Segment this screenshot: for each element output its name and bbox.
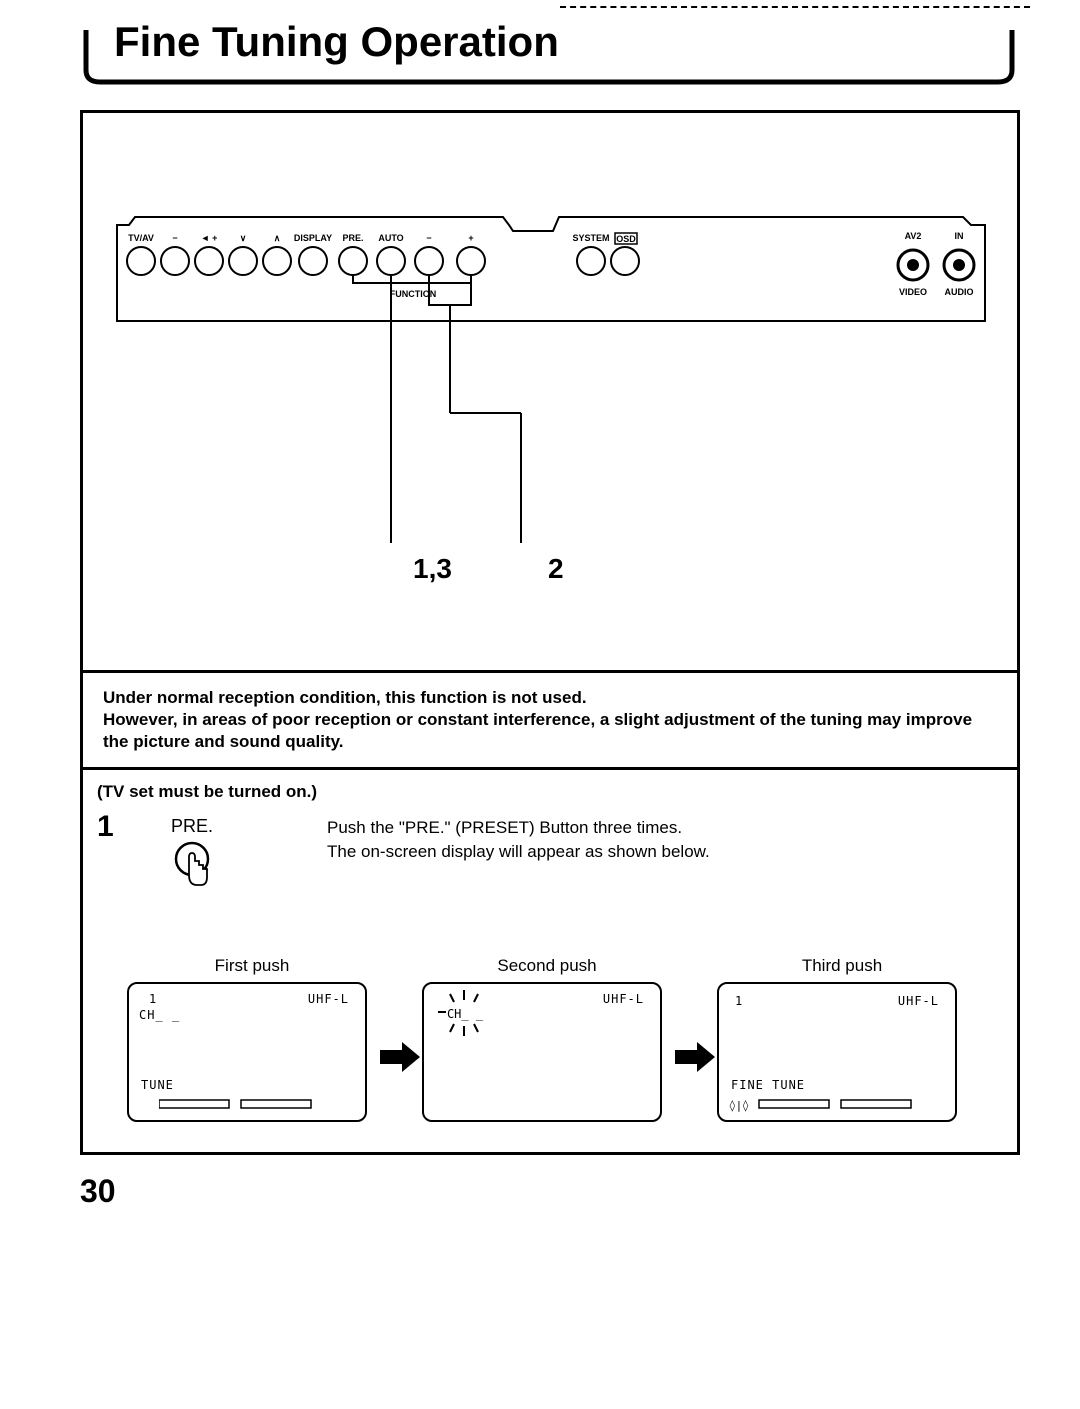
second-push-screen: UHF-L CH_ _ — [422, 982, 662, 1122]
third-push-col: Third push 1 UHF-L FINE TUNE ◊|◊ — [717, 956, 967, 1122]
arrow-2 — [675, 1037, 715, 1082]
scan-artifact-line — [560, 6, 1030, 8]
description-block: Under normal reception condition, this f… — [83, 673, 1017, 770]
step-1-row: 1 PRE. Push the "PRE." (PRESET) Button t… — [97, 810, 997, 896]
third-push-title: Third push — [717, 956, 967, 976]
svg-text:CH_ _: CH_ _ — [447, 1007, 484, 1021]
screen1-num: 1 — [149, 992, 157, 1006]
callout-lines-svg — [113, 213, 993, 563]
title-container: Fine Tuning Operation — [80, 20, 1020, 80]
third-push-screen: 1 UHF-L FINE TUNE ◊|◊ — [717, 982, 957, 1122]
callout-13: 1,3 — [413, 553, 452, 585]
page-title: Fine Tuning Operation — [108, 18, 565, 66]
screen2-blink: CH_ _ — [430, 988, 500, 1038]
step-text-line2: The on-screen display will appear as sho… — [327, 840, 710, 864]
svg-text:◊|◊: ◊|◊ — [729, 1099, 749, 1112]
first-push-title: First push — [127, 956, 377, 976]
second-push-title: Second push — [422, 956, 672, 976]
push-screens-row: First push 1 UHF-L CH_ _ TUNE — [97, 956, 997, 1122]
screen2-band: UHF-L — [603, 992, 644, 1006]
control-panel-diagram: TV/AV − ◄ + ∨ ∧ DISPLAY PRE. AUTO − + — [83, 113, 1017, 673]
screen1-band: UHF-L — [308, 992, 349, 1006]
desc-line1: Under normal reception condition, this f… — [103, 687, 997, 709]
press-icon — [169, 841, 215, 891]
step-number: 1 — [97, 810, 127, 844]
callout-2: 2 — [548, 553, 564, 585]
step-text-line1: Push the "PRE." (PRESET) Button three ti… — [327, 816, 710, 840]
first-push-screen: 1 UHF-L CH_ _ TUNE — [127, 982, 367, 1122]
screen1-ch: CH_ _ — [139, 1008, 180, 1022]
pre-button-label: PRE. — [169, 816, 215, 837]
screen3-bar: ◊|◊ — [729, 1098, 939, 1112]
second-push-col: Second push UHF-L CH_ _ — [422, 956, 672, 1122]
screen3-num: 1 — [735, 994, 743, 1008]
step-region: (TV set must be turned on.) 1 PRE. Push … — [83, 770, 1017, 1152]
main-frame: TV/AV − ◄ + ∨ ∧ DISPLAY PRE. AUTO − + — [80, 110, 1020, 1155]
page-number: 30 — [80, 1173, 1020, 1210]
manual-page: Fine Tuning Operation TV/AV − ◄ + ∨ ∧ DI… — [0, 0, 1080, 1240]
pre-button-illustration: PRE. — [169, 816, 215, 896]
step-text: Push the "PRE." (PRESET) Button three ti… — [327, 816, 710, 864]
first-push-col: First push 1 UHF-L CH_ _ TUNE — [127, 956, 377, 1122]
desc-line2: However, in areas of poor reception or c… — [103, 709, 997, 753]
screen3-finetune: FINE TUNE — [731, 1078, 805, 1092]
precondition: (TV set must be turned on.) — [97, 782, 997, 802]
arrow-1 — [380, 1037, 420, 1082]
screen1-bar — [159, 1098, 339, 1112]
screen1-tune: TUNE — [141, 1078, 174, 1092]
screen3-band: UHF-L — [898, 994, 939, 1008]
